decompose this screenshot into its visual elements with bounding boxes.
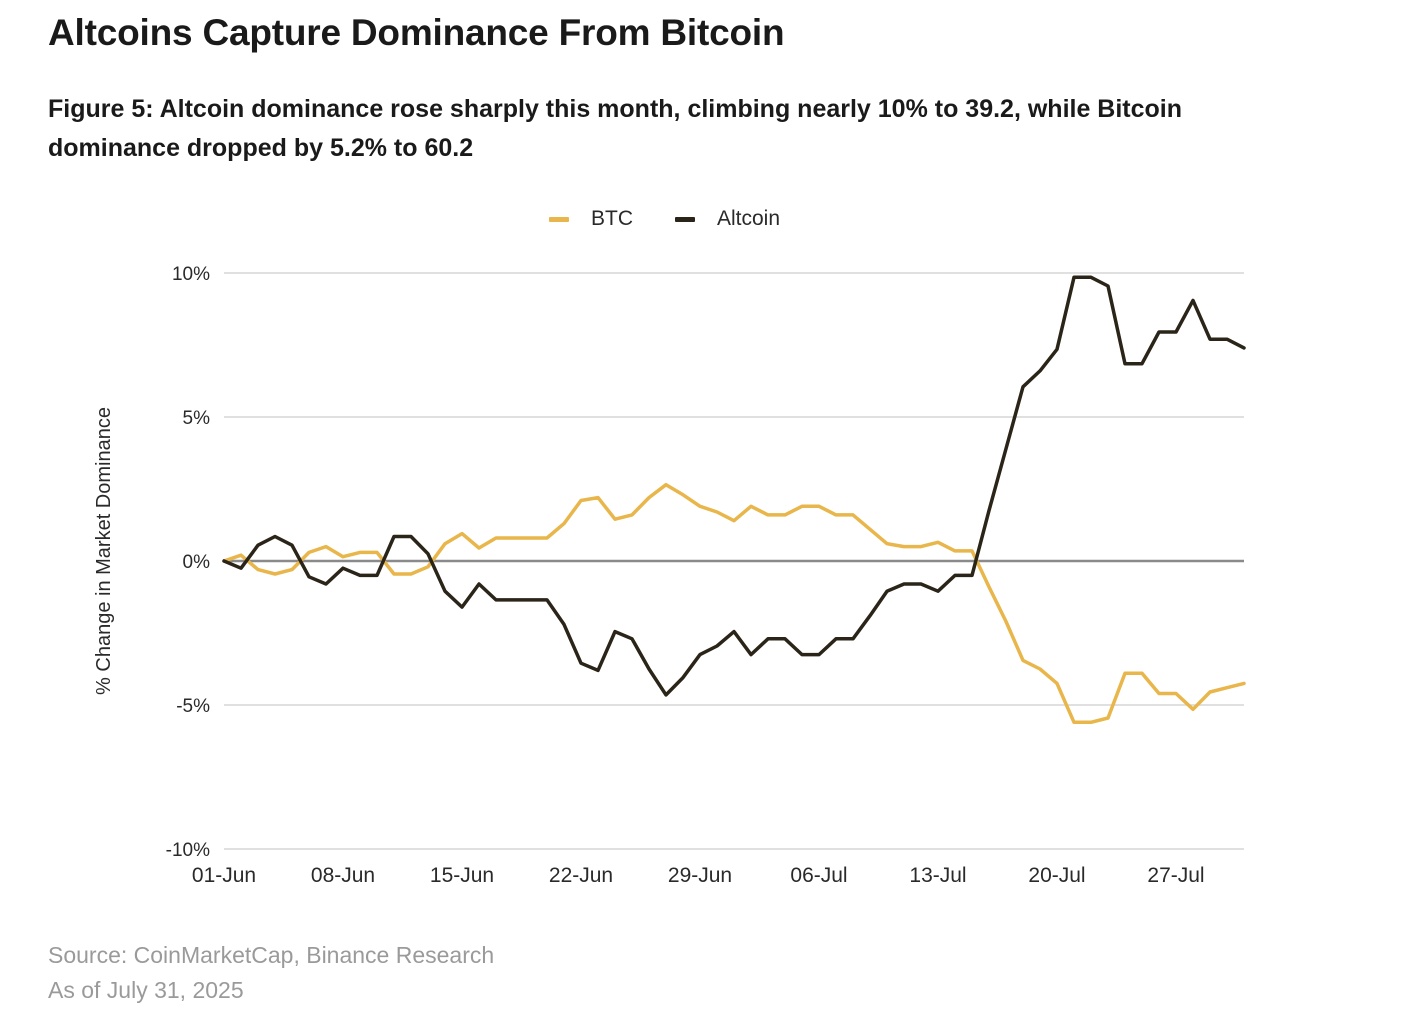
x-tick-label: 29-Jun bbox=[668, 864, 732, 887]
y-tick-label: -5% bbox=[176, 696, 210, 717]
series-line-btc bbox=[222, 482, 1246, 725]
y-tick-label: 0% bbox=[183, 552, 211, 573]
legend-label-btc: BTC bbox=[591, 207, 633, 230]
legend-item-btc: BTC bbox=[549, 207, 633, 231]
chart-title: Altcoins Capture Dominance From Bitcoin bbox=[48, 12, 785, 53]
legend-item-altcoin: Altcoin bbox=[675, 207, 780, 231]
legend-label-altcoin: Altcoin bbox=[717, 207, 781, 230]
source-note: Source: CoinMarketCap, Binance Research … bbox=[48, 938, 494, 1008]
legend-swatch-altcoin bbox=[675, 216, 695, 222]
source-text: Source: CoinMarketCap, Binance Research bbox=[48, 942, 495, 968]
y-tick-label: 10% bbox=[172, 264, 210, 285]
x-tick-label: 20-Jul bbox=[1028, 864, 1085, 887]
x-tick-label: 15-Jun bbox=[430, 864, 494, 887]
chart-subtitle: Figure 5: Altcoin dominance rose sharply… bbox=[48, 95, 1183, 162]
legend: BTC Altcoin bbox=[549, 204, 822, 234]
legend-swatch-btc bbox=[549, 216, 569, 222]
x-tick-label: 01-Jun bbox=[192, 864, 256, 887]
x-tick-label: 13-Jul bbox=[909, 864, 966, 887]
series-line-altcoin bbox=[222, 275, 1246, 697]
x-tick-label: 06-Jul bbox=[790, 864, 847, 887]
y-tick-label: -10% bbox=[166, 840, 210, 861]
x-tick-label: 08-Jun bbox=[311, 864, 375, 887]
y-tick-label: 5% bbox=[183, 408, 211, 429]
x-tick-label: 27-Jul bbox=[1147, 864, 1204, 887]
y-axis-label: % Change in Market Dominance bbox=[93, 407, 115, 695]
x-tick-label: 22-Jun bbox=[549, 864, 613, 887]
as-of-date: As of July 31, 2025 bbox=[48, 977, 244, 1003]
